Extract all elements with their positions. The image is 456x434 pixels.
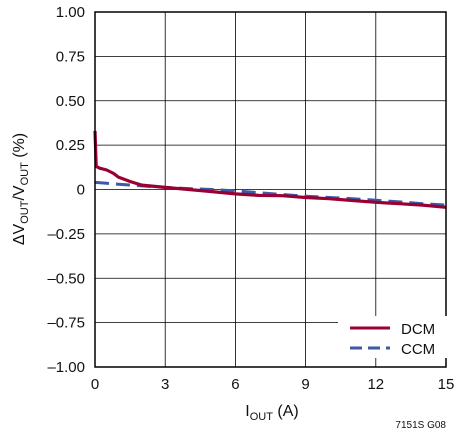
y-axis-label-part3: (%) xyxy=(11,133,28,162)
series-lines xyxy=(93,130,447,209)
y-axis-label-sub1: OUT xyxy=(19,200,31,224)
legend-background xyxy=(338,316,448,358)
grid xyxy=(94,11,447,368)
x-axis-label-main: I xyxy=(245,403,249,420)
x-axis-label: IOUT (A) xyxy=(245,403,298,423)
x-tick-labels: 0 3 6 9 12 15 xyxy=(91,376,455,393)
x-axis-label-sub: OUT xyxy=(250,411,274,423)
y-tick-label: –1.00 xyxy=(47,359,85,376)
x-tick-label: 6 xyxy=(231,376,239,393)
legend-label-dcm: DCM xyxy=(401,321,435,338)
legend-label-ccm: CCM xyxy=(401,341,435,358)
y-tick-label: 0.75 xyxy=(56,48,85,65)
legend: DCM CCM xyxy=(338,316,448,358)
y-tick-label: 1.00 xyxy=(56,4,85,21)
y-axis-label-part2: /V xyxy=(11,185,28,200)
plot-frame xyxy=(94,11,447,368)
y-tick-label: 0.25 xyxy=(56,137,85,154)
y-tick-label: –0.50 xyxy=(47,270,85,287)
figure-code: 7151S G08 xyxy=(395,420,446,431)
x-tick-label: 0 xyxy=(91,376,99,393)
y-tick-label: 0 xyxy=(77,182,85,199)
series-line-dcm xyxy=(93,130,447,209)
y-tick-label: –0.25 xyxy=(47,226,85,243)
y-tick-label: 0.50 xyxy=(56,93,85,110)
x-axis-label-rest: (A) xyxy=(273,403,299,420)
x-tick-label: 9 xyxy=(301,376,309,393)
y-axis-label-part1: ΔV xyxy=(11,223,28,245)
x-tick-label: 3 xyxy=(161,376,169,393)
x-tick-label: 15 xyxy=(438,376,455,393)
y-axis-label-sub2: OUT xyxy=(19,162,31,186)
x-tick-label: 12 xyxy=(367,376,384,393)
y-axis-label: ΔVOUT/VOUT (%) xyxy=(11,133,31,245)
y-tick-label: –0.75 xyxy=(47,315,85,332)
y-tick-labels: 1.00 0.75 0.50 0.25 0 –0.25 –0.50 –0.75 –1.00 xyxy=(47,4,85,376)
